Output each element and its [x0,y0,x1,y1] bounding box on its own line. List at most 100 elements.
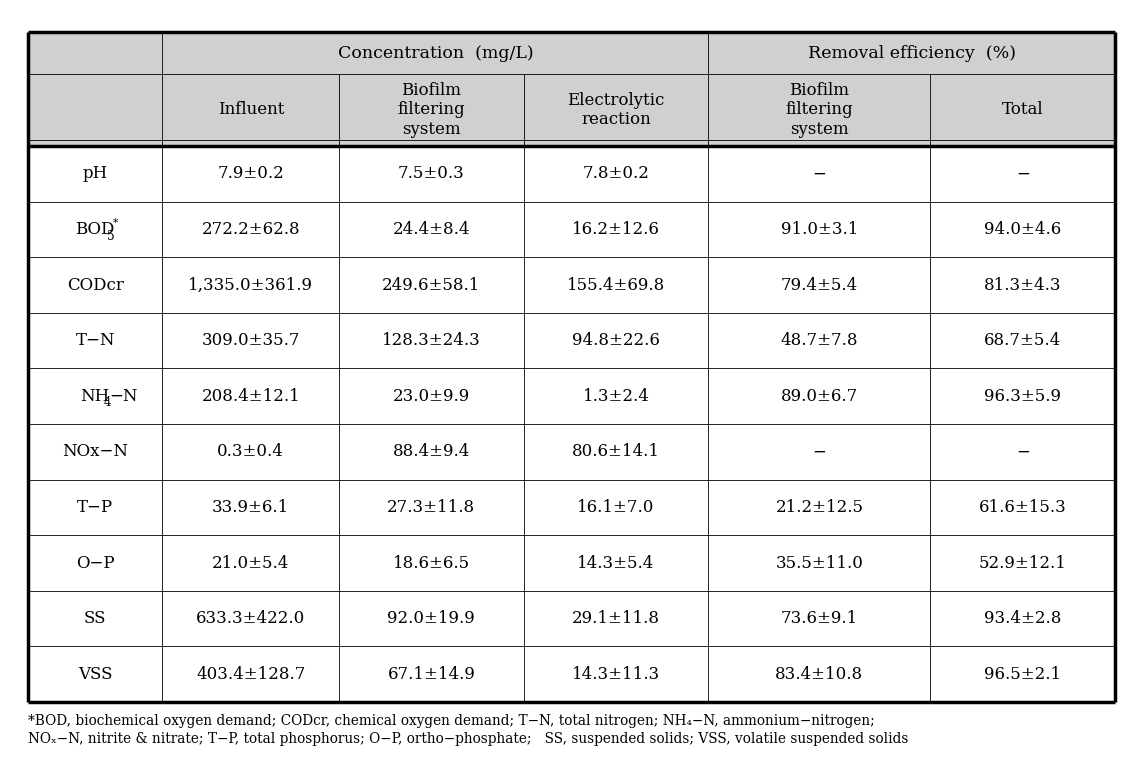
Bar [28,646,163,702]
Bar [708,74,930,146]
Text: 14.3±11.3: 14.3±11.3 [572,666,660,683]
Bar [28,312,163,368]
Bar [708,32,1115,74]
Text: Removal efficiency  (%): Removal efficiency (%) [807,44,1016,62]
Bar [163,202,339,258]
Bar [163,535,339,591]
Text: Influent: Influent [218,101,284,119]
Text: 403.4±128.7: 403.4±128.7 [196,666,306,683]
Bar [339,368,523,424]
Text: 35.5±11.0: 35.5±11.0 [775,555,863,572]
Text: 96.3±5.9: 96.3±5.9 [984,388,1061,405]
Bar [930,479,1115,535]
Text: 33.9±6.1: 33.9±6.1 [212,499,290,516]
Bar [28,32,163,74]
Text: 23.0±9.9: 23.0±9.9 [392,388,470,405]
Text: 94.0±4.6: 94.0±4.6 [984,221,1061,238]
Text: CODcr: CODcr [67,277,123,293]
Text: 7.5±0.3: 7.5±0.3 [398,165,465,182]
Bar [930,646,1115,702]
Bar [339,479,523,535]
Text: O−P: O−P [76,555,114,572]
Text: NH: NH [81,388,109,405]
Text: 80.6±14.1: 80.6±14.1 [572,443,660,460]
Bar [523,424,708,479]
Text: 18.6±6.5: 18.6±6.5 [393,555,470,572]
Bar [930,146,1115,202]
Text: 14.3±5.4: 14.3±5.4 [577,555,654,572]
Bar [708,591,930,646]
Bar [339,646,523,702]
Text: 249.6±58.1: 249.6±58.1 [382,277,481,293]
Text: Biofilm
filtering
system: Biofilm filtering system [398,82,465,138]
Text: Biofilm
filtering
system: Biofilm filtering system [785,82,853,138]
Text: BOD: BOD [75,221,115,238]
Text: 91.0±3.1: 91.0±3.1 [781,221,858,238]
Text: 73.6±9.1: 73.6±9.1 [781,610,858,627]
Bar [708,202,930,258]
Text: 1.3±2.4: 1.3±2.4 [583,388,650,405]
Text: T−N: T−N [75,332,115,349]
Bar [930,258,1115,312]
Text: VSS: VSS [78,666,113,683]
Text: Total: Total [1002,101,1043,119]
Text: 155.4±69.8: 155.4±69.8 [567,277,665,293]
Bar [339,258,523,312]
Bar [163,146,339,202]
Bar [163,424,339,479]
Bar [163,646,339,702]
Text: 27.3±11.8: 27.3±11.8 [388,499,475,516]
Bar [930,368,1115,424]
Bar [708,424,930,479]
Text: 633.3±422.0: 633.3±422.0 [196,610,306,627]
Bar [28,591,163,646]
Bar [163,368,339,424]
Bar [163,74,339,146]
Text: 68.7±5.4: 68.7±5.4 [984,332,1061,349]
Bar [28,74,163,146]
Text: 24.4±8.4: 24.4±8.4 [392,221,470,238]
Bar [339,424,523,479]
Text: 5: 5 [107,229,115,242]
Bar [708,646,930,702]
Bar [28,258,163,312]
Bar [523,258,708,312]
Bar [523,146,708,202]
Text: 48.7±7.8: 48.7±7.8 [781,332,858,349]
Text: NOₓ−N, nitrite & nitrate; T−P, total phosphorus; O−P, ortho−phosphate;   SS, sus: NOₓ−N, nitrite & nitrate; T−P, total pho… [28,732,909,746]
Text: 309.0±35.7: 309.0±35.7 [202,332,300,349]
Text: −: − [813,443,826,460]
Text: −N: −N [109,388,138,405]
Bar [339,202,523,258]
Bar [28,424,163,479]
Text: 67.1±14.9: 67.1±14.9 [388,666,475,683]
Bar [523,368,708,424]
Text: *BOD, biochemical oxygen demand; CODcr, chemical oxygen demand; T−N, total nitro: *BOD, biochemical oxygen demand; CODcr, … [28,714,874,728]
Text: 128.3±24.3: 128.3±24.3 [382,332,481,349]
Bar [708,535,930,591]
Text: 83.4±10.8: 83.4±10.8 [775,666,863,683]
Bar [930,535,1115,591]
Text: 7.8±0.2: 7.8±0.2 [583,165,650,182]
Bar [163,312,339,368]
Text: 0.3±0.4: 0.3±0.4 [218,443,284,460]
Bar [523,312,708,368]
Bar [163,479,339,535]
Bar [163,591,339,646]
Text: *: * [113,218,119,228]
Text: pH: pH [82,165,108,182]
Bar [28,202,163,258]
Bar [930,312,1115,368]
Bar [28,535,163,591]
Bar [523,646,708,702]
Text: −: − [1016,443,1029,460]
Bar [163,32,708,74]
Text: 96.5±2.1: 96.5±2.1 [984,666,1061,683]
Text: 7.9±0.2: 7.9±0.2 [218,165,284,182]
Bar [708,479,930,535]
Text: Concentration  (mg/L): Concentration (mg/L) [337,44,534,62]
Text: 16.1±7.0: 16.1±7.0 [577,499,654,516]
Bar [28,146,163,202]
Text: 93.4±2.8: 93.4±2.8 [984,610,1061,627]
Bar [28,368,163,424]
